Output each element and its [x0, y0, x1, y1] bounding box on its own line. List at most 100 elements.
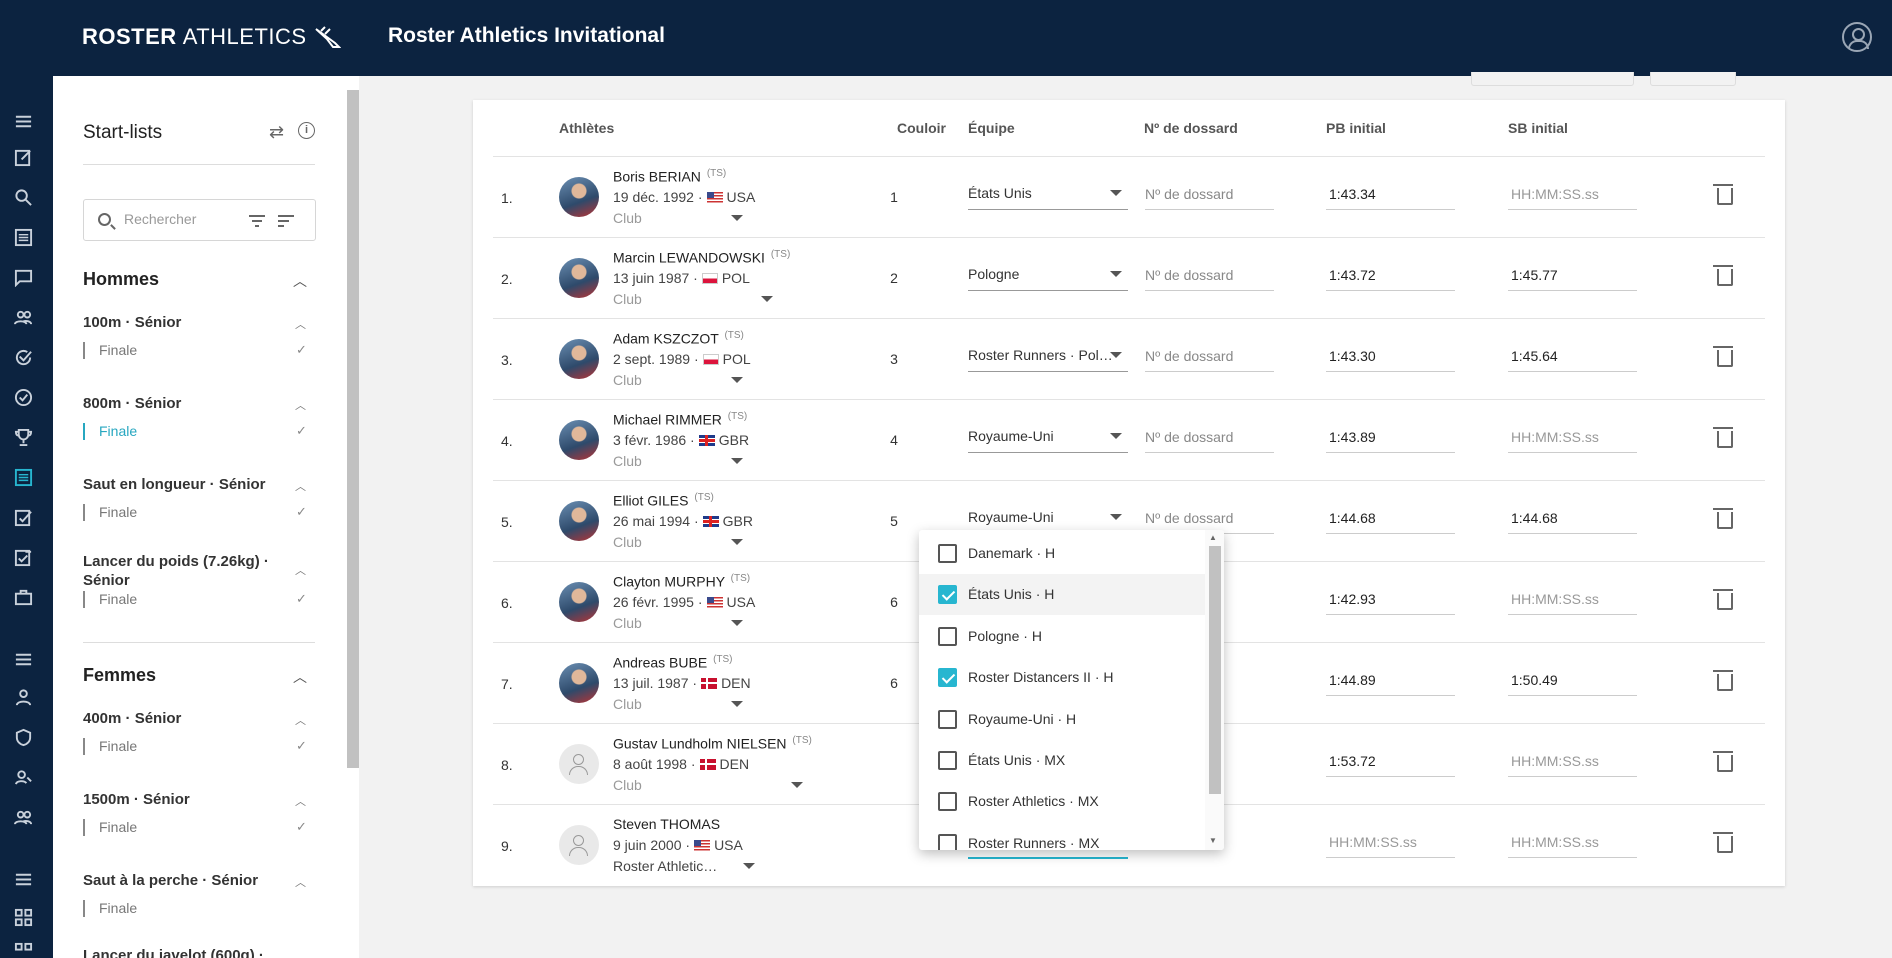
- caret-down-icon[interactable]: [1110, 271, 1122, 277]
- pb-input[interactable]: [1326, 259, 1455, 291]
- sb-input[interactable]: [1508, 745, 1637, 777]
- athlete-name[interactable]: Steven THOMAS: [613, 816, 720, 832]
- round-item[interactable]: Finale: [83, 738, 137, 755]
- caret-down-icon[interactable]: [761, 296, 773, 302]
- club-select[interactable]: Club: [613, 291, 642, 307]
- round-item[interactable]: Finale: [83, 591, 137, 608]
- sb-input[interactable]: [1508, 259, 1637, 291]
- trash-icon[interactable]: [1713, 508, 1733, 529]
- event-name[interactable]: 100m · Sénior: [83, 314, 182, 331]
- event-name[interactable]: Saut en longueur · Sénior: [83, 476, 266, 493]
- swap-icon[interactable]: ⇄: [269, 122, 285, 142]
- caret-down-icon[interactable]: [1110, 433, 1122, 439]
- athlete-name[interactable]: Boris BERIAN (TS): [613, 168, 726, 185]
- account-icon[interactable]: [1842, 22, 1872, 52]
- start-list-icon[interactable]: [14, 468, 33, 487]
- sort-icon[interactable]: [278, 214, 294, 228]
- team-option[interactable]: Pologne · H: [919, 616, 1205, 657]
- pb-input[interactable]: [1326, 826, 1455, 858]
- chevron-up-icon[interactable]: ︿: [295, 715, 306, 727]
- briefcase-icon[interactable]: [14, 588, 33, 607]
- checkbox[interactable]: [938, 668, 957, 688]
- pb-input[interactable]: [1326, 583, 1455, 615]
- athlete-name[interactable]: Elliot GILES (TS): [613, 492, 714, 509]
- round-item[interactable]: Finale: [83, 900, 137, 917]
- grid-icon-2[interactable]: [14, 942, 33, 958]
- caret-down-icon[interactable]: [731, 539, 743, 545]
- trash-icon[interactable]: [1713, 832, 1733, 853]
- list-icon[interactable]: [14, 228, 33, 247]
- event-name[interactable]: Saut à la perche · Sénior: [83, 872, 259, 889]
- team-icon[interactable]: [14, 808, 33, 827]
- sb-input[interactable]: [1508, 502, 1637, 534]
- caret-down-icon[interactable]: [791, 782, 803, 788]
- caret-down-icon[interactable]: [743, 863, 755, 869]
- checkbox[interactable]: [938, 792, 957, 812]
- caret-down-icon[interactable]: [731, 620, 743, 626]
- trash-icon[interactable]: [1713, 751, 1733, 772]
- checkbox[interactable]: [938, 709, 957, 729]
- athlete-name[interactable]: Clayton MURPHY (TS): [613, 573, 750, 590]
- athlete-name[interactable]: Marcin LEWANDOWSKI (TS): [613, 249, 790, 266]
- pb-input[interactable]: [1326, 178, 1455, 210]
- sb-input[interactable]: [1508, 826, 1637, 858]
- pb-input[interactable]: [1326, 664, 1455, 696]
- group-heading-women[interactable]: Femmes: [83, 665, 157, 685]
- caret-down-icon[interactable]: [1110, 514, 1122, 520]
- chevron-up-icon[interactable]: ︿: [295, 877, 306, 889]
- group-heading-men[interactable]: Hommes: [83, 269, 160, 289]
- team-select[interactable]: Roster Runners · Pol…: [968, 340, 1128, 372]
- check-circle-icon[interactable]: [14, 348, 33, 367]
- event-name[interactable]: 400m · Sénior: [83, 710, 182, 727]
- coach-icon[interactable]: [14, 768, 33, 787]
- approve-icon[interactable]: [14, 548, 33, 567]
- club-select[interactable]: Club: [613, 696, 642, 712]
- event-name[interactable]: Lancer du poids (7.26kg) · Sénior: [83, 553, 269, 589]
- dropdown-scrollbar[interactable]: [1209, 546, 1221, 794]
- club-select[interactable]: Club: [613, 777, 642, 793]
- checkbox[interactable]: [938, 833, 957, 850]
- athlete-name[interactable]: Andreas BUBE (TS): [613, 654, 733, 671]
- pb-input[interactable]: [1326, 340, 1455, 372]
- chevron-up-icon[interactable]: ︿: [295, 565, 306, 577]
- trophy-icon[interactable]: [14, 428, 33, 447]
- event-name[interactable]: 800m · Sénior: [83, 395, 182, 412]
- grid-icon[interactable]: [14, 908, 33, 927]
- caret-down-icon[interactable]: [731, 458, 743, 464]
- menu-icon-3[interactable]: [14, 870, 33, 889]
- team-option[interactable]: Roster Athletics · MX: [919, 781, 1205, 822]
- team-select[interactable]: Royaume-Uni: [968, 421, 1128, 453]
- caret-down-icon[interactable]: [1110, 352, 1122, 358]
- team-option[interactable]: Roster Distancers II · H: [919, 657, 1205, 698]
- edit-icon[interactable]: [14, 148, 33, 167]
- chevron-up-icon[interactable]: ︿: [295, 481, 306, 493]
- club-select[interactable]: Roster Athletic…: [613, 858, 718, 874]
- chevron-up-icon[interactable]: ︿: [293, 669, 307, 685]
- athlete-name[interactable]: Michael RIMMER (TS): [613, 411, 747, 428]
- caret-down-icon[interactable]: [731, 215, 743, 221]
- caret-down-icon[interactable]: [731, 701, 743, 707]
- sb-input[interactable]: [1508, 421, 1637, 453]
- pb-input[interactable]: [1326, 745, 1455, 777]
- chevron-up-icon[interactable]: ︿: [293, 273, 307, 289]
- scroll-up-icon[interactable]: ▲: [1209, 533, 1217, 542]
- team-option[interactable]: États Unis · H: [919, 574, 1205, 616]
- caret-down-icon[interactable]: [1110, 190, 1122, 196]
- users-icon[interactable]: [14, 308, 33, 327]
- check-badge-icon[interactable]: [14, 388, 33, 407]
- checkbox[interactable]: [938, 544, 957, 563]
- event-name[interactable]: 1500m · Sénior: [83, 791, 190, 808]
- club-select[interactable]: Club: [613, 210, 642, 226]
- round-item[interactable]: Finale: [83, 819, 137, 836]
- menu-icon[interactable]: [14, 112, 33, 131]
- club-select[interactable]: Club: [613, 453, 642, 469]
- pb-input[interactable]: [1326, 502, 1455, 534]
- team-select[interactable]: Pologne: [968, 259, 1128, 291]
- team-option[interactable]: Danemark · H: [919, 533, 1205, 574]
- bib-input[interactable]: [1145, 502, 1274, 534]
- round-item[interactable]: Finale: [83, 504, 137, 521]
- club-select[interactable]: Club: [613, 534, 642, 550]
- trash-icon[interactable]: [1713, 346, 1733, 367]
- trash-icon[interactable]: [1713, 589, 1733, 610]
- round-item[interactable]: Finale: [83, 342, 137, 359]
